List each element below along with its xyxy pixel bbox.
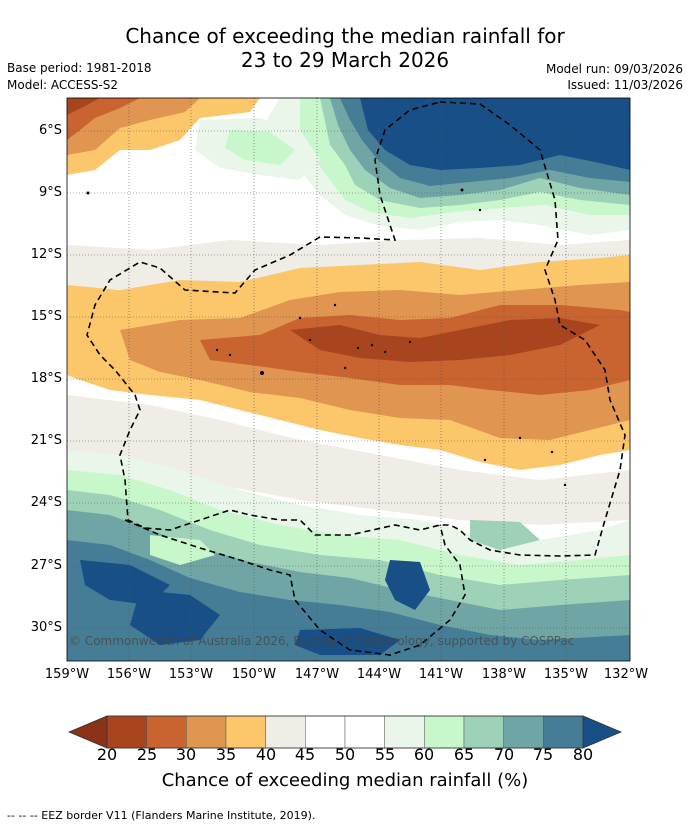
colorbar-segment [265, 715, 306, 749]
colorbar-tick: 80 [572, 745, 594, 764]
lat-label: 24°S [30, 495, 62, 510]
colorbar-segment [106, 715, 147, 749]
colorbar-tick: 45 [294, 745, 316, 764]
graticule [67, 98, 630, 661]
colorbar-segment [503, 715, 544, 749]
colorbar-segment [344, 715, 385, 749]
lat-label: 9°S [38, 185, 62, 200]
probability-field [67, 98, 630, 661]
map-title-line-1: Chance of exceeding the median rainfall … [125, 24, 565, 48]
copyright-notice: © Commonwealth of Australia 2026, Bureau… [69, 634, 575, 648]
colorbar-segment [384, 715, 425, 749]
map-frame [66, 97, 631, 662]
colorbar-segment [305, 715, 346, 749]
lon-label: 156°W [106, 667, 152, 682]
colorbar-tick: 55 [374, 745, 396, 764]
model-run-label: Model run: 09/03/2026 [545, 62, 683, 76]
colorbar-segment [186, 715, 227, 749]
colorbar-under-arrow [67, 715, 108, 749]
colorbar-segment [146, 715, 187, 749]
model-label: Model: ACCESS-S2 [7, 78, 119, 92]
lat-label: 21°S [30, 433, 62, 448]
base-period-label: Base period: 1981-2018 [7, 61, 152, 75]
colorbar-tick: 35 [215, 745, 237, 764]
colorbar-tick: 70 [493, 745, 515, 764]
eez-footnote: -- -- -- EEZ border V11 (Flanders Marine… [7, 809, 316, 822]
lat-label: 30°S [30, 620, 62, 635]
lon-label: 153°W [168, 667, 214, 682]
lat-label: 12°S [30, 247, 62, 262]
colorbar-tick: 40 [255, 745, 277, 764]
colorbar-frame [106, 715, 584, 749]
lat-label: 6°S [38, 123, 62, 138]
colorbar-label: Chance of exceeding median rainfall (%) [161, 770, 529, 791]
colorbar-over-arrow [582, 715, 623, 749]
issued-label: Issued: 11/03/2026 [567, 78, 683, 92]
lon-label: 150°W [231, 667, 277, 682]
lon-label: 144°W [356, 667, 402, 682]
islands [86, 188, 567, 487]
colorbar-segment [225, 715, 266, 749]
lon-label: 147°W [294, 667, 340, 682]
colorbar [67, 715, 623, 749]
lon-label: 132°W [603, 667, 649, 682]
colorbar-segment [424, 715, 465, 749]
lon-label: 135°W [543, 667, 589, 682]
colorbar-tick: 65 [453, 745, 475, 764]
lat-label: 27°S [30, 558, 62, 573]
colorbar-tick: 60 [413, 745, 435, 764]
lat-label: 15°S [30, 309, 62, 324]
colorbar-tick: 50 [334, 745, 356, 764]
map-title-line-2: 23 to 29 March 2026 [240, 48, 450, 72]
lon-label: 141°W [418, 667, 464, 682]
eez-border [86, 101, 626, 656]
colorbar-tick: 25 [136, 745, 158, 764]
lon-label: 159°W [44, 667, 90, 682]
lat-label: 18°S [30, 371, 62, 386]
lon-label: 138°W [481, 667, 527, 682]
colorbar-segment [463, 715, 504, 749]
colorbar-tick: 75 [532, 745, 554, 764]
colorbar-tick: 20 [96, 745, 118, 764]
colorbar-segment [543, 715, 584, 749]
colorbar-tick: 30 [175, 745, 197, 764]
